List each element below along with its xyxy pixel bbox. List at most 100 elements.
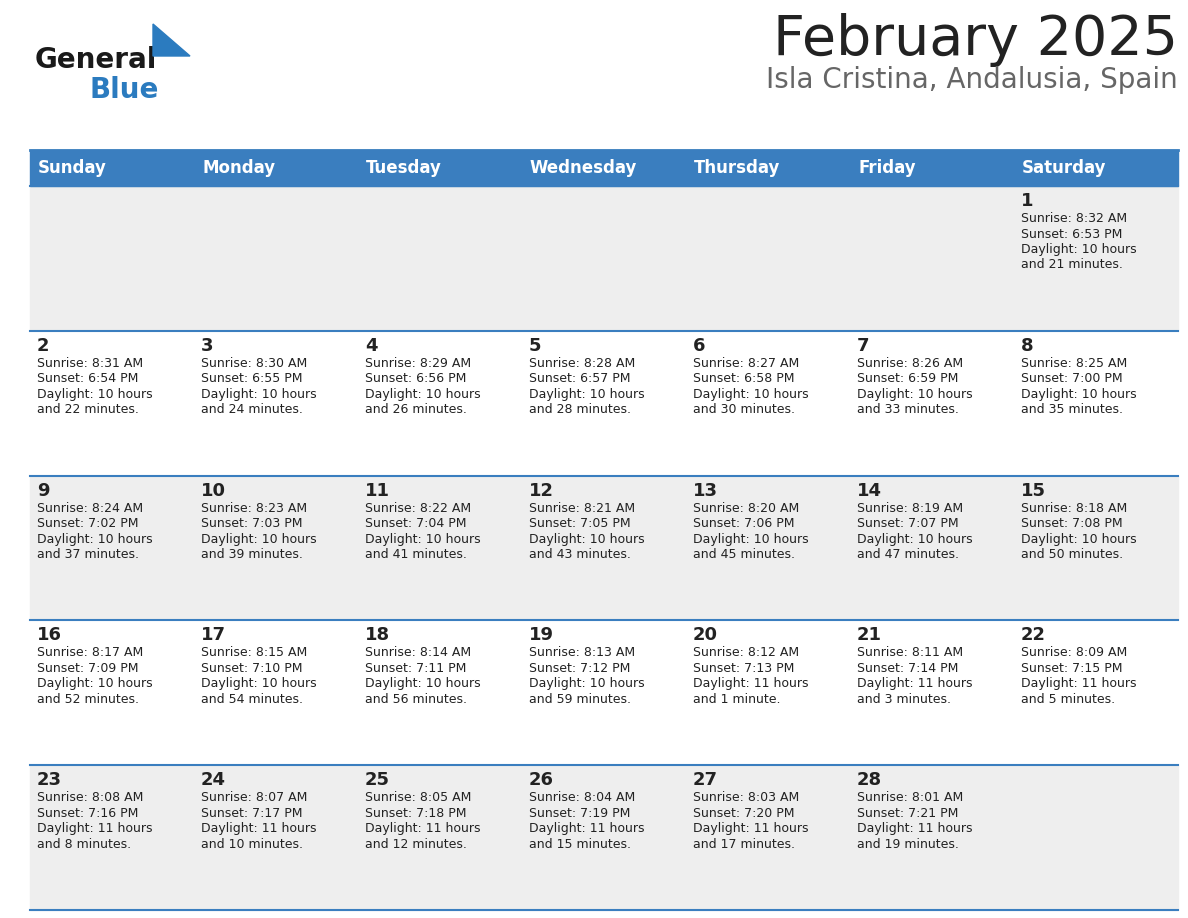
Text: and 26 minutes.: and 26 minutes.: [365, 403, 467, 416]
Text: Daylight: 11 hours: Daylight: 11 hours: [365, 823, 480, 835]
Text: Sunrise: 8:13 AM: Sunrise: 8:13 AM: [529, 646, 636, 659]
Text: Sunset: 7:18 PM: Sunset: 7:18 PM: [365, 807, 467, 820]
Text: February 2025: February 2025: [773, 13, 1178, 67]
Text: and 33 minutes.: and 33 minutes.: [857, 403, 959, 416]
Text: 16: 16: [37, 626, 62, 644]
Text: Sunset: 7:16 PM: Sunset: 7:16 PM: [37, 807, 138, 820]
Text: Daylight: 10 hours: Daylight: 10 hours: [201, 532, 317, 545]
Text: 10: 10: [201, 482, 226, 499]
Text: Sunrise: 8:30 AM: Sunrise: 8:30 AM: [201, 357, 308, 370]
Text: and 52 minutes.: and 52 minutes.: [37, 693, 139, 706]
Bar: [30, 766, 1178, 910]
Text: Sunrise: 8:21 AM: Sunrise: 8:21 AM: [529, 501, 636, 515]
Text: and 19 minutes.: and 19 minutes.: [857, 838, 959, 851]
Bar: [30, 330, 1178, 476]
Text: Daylight: 10 hours: Daylight: 10 hours: [1020, 532, 1137, 545]
Text: 6: 6: [693, 337, 706, 354]
Text: and 28 minutes.: and 28 minutes.: [529, 403, 631, 416]
Text: and 12 minutes.: and 12 minutes.: [365, 838, 467, 851]
Text: Sunrise: 8:19 AM: Sunrise: 8:19 AM: [857, 501, 963, 515]
Text: Sunset: 7:21 PM: Sunset: 7:21 PM: [857, 807, 959, 820]
Text: Sunday: Sunday: [38, 159, 107, 177]
Text: Daylight: 10 hours: Daylight: 10 hours: [37, 532, 152, 545]
Text: and 24 minutes.: and 24 minutes.: [201, 403, 303, 416]
Text: and 41 minutes.: and 41 minutes.: [365, 548, 467, 561]
Text: Daylight: 10 hours: Daylight: 10 hours: [365, 532, 481, 545]
Text: Daylight: 10 hours: Daylight: 10 hours: [693, 387, 809, 401]
Text: 23: 23: [37, 771, 62, 789]
Text: Sunset: 6:58 PM: Sunset: 6:58 PM: [693, 373, 795, 386]
Text: Monday: Monday: [202, 159, 276, 177]
Text: 17: 17: [201, 626, 226, 644]
Text: and 30 minutes.: and 30 minutes.: [693, 403, 795, 416]
Text: Sunrise: 8:31 AM: Sunrise: 8:31 AM: [37, 357, 143, 370]
Text: 8: 8: [1020, 337, 1034, 354]
Text: and 37 minutes.: and 37 minutes.: [37, 548, 139, 561]
Text: 1: 1: [1020, 192, 1034, 210]
Text: 7: 7: [857, 337, 870, 354]
Bar: [30, 476, 1178, 621]
Text: Sunset: 7:14 PM: Sunset: 7:14 PM: [857, 662, 959, 675]
Text: and 10 minutes.: and 10 minutes.: [201, 838, 303, 851]
Text: Sunset: 7:12 PM: Sunset: 7:12 PM: [529, 662, 631, 675]
Text: Daylight: 10 hours: Daylight: 10 hours: [201, 677, 317, 690]
Text: Sunset: 7:06 PM: Sunset: 7:06 PM: [693, 517, 795, 530]
Text: and 56 minutes.: and 56 minutes.: [365, 693, 467, 706]
Text: 11: 11: [365, 482, 390, 499]
Text: and 43 minutes.: and 43 minutes.: [529, 548, 631, 561]
Text: Thursday: Thursday: [694, 159, 781, 177]
Text: Sunrise: 8:04 AM: Sunrise: 8:04 AM: [529, 791, 636, 804]
Text: Sunrise: 8:32 AM: Sunrise: 8:32 AM: [1020, 212, 1127, 225]
Text: and 21 minutes.: and 21 minutes.: [1020, 259, 1123, 272]
Text: Sunset: 7:13 PM: Sunset: 7:13 PM: [693, 662, 795, 675]
Text: 3: 3: [201, 337, 214, 354]
Text: Daylight: 11 hours: Daylight: 11 hours: [693, 823, 809, 835]
Text: 5: 5: [529, 337, 542, 354]
Text: Sunset: 7:15 PM: Sunset: 7:15 PM: [1020, 662, 1123, 675]
Text: Sunrise: 8:17 AM: Sunrise: 8:17 AM: [37, 646, 144, 659]
Text: and 15 minutes.: and 15 minutes.: [529, 838, 631, 851]
Text: and 17 minutes.: and 17 minutes.: [693, 838, 795, 851]
Text: Sunrise: 8:29 AM: Sunrise: 8:29 AM: [365, 357, 472, 370]
Text: Daylight: 11 hours: Daylight: 11 hours: [529, 823, 645, 835]
Text: Sunset: 7:09 PM: Sunset: 7:09 PM: [37, 662, 139, 675]
Text: Sunset: 6:54 PM: Sunset: 6:54 PM: [37, 373, 138, 386]
Text: Sunrise: 8:12 AM: Sunrise: 8:12 AM: [693, 646, 800, 659]
Text: Daylight: 10 hours: Daylight: 10 hours: [529, 532, 645, 545]
Text: and 3 minutes.: and 3 minutes.: [857, 693, 952, 706]
Text: Sunrise: 8:18 AM: Sunrise: 8:18 AM: [1020, 501, 1127, 515]
Text: Sunrise: 8:26 AM: Sunrise: 8:26 AM: [857, 357, 963, 370]
Text: 2: 2: [37, 337, 50, 354]
Text: and 59 minutes.: and 59 minutes.: [529, 693, 631, 706]
Text: 18: 18: [365, 626, 390, 644]
Text: Daylight: 11 hours: Daylight: 11 hours: [37, 823, 152, 835]
Text: Sunrise: 8:27 AM: Sunrise: 8:27 AM: [693, 357, 800, 370]
Text: Sunrise: 8:15 AM: Sunrise: 8:15 AM: [201, 646, 308, 659]
Text: 4: 4: [365, 337, 378, 354]
Text: Sunset: 6:57 PM: Sunset: 6:57 PM: [529, 373, 631, 386]
Text: Daylight: 10 hours: Daylight: 10 hours: [37, 387, 152, 401]
Text: 9: 9: [37, 482, 50, 499]
Text: Sunset: 6:53 PM: Sunset: 6:53 PM: [1020, 228, 1123, 241]
Text: Sunset: 7:00 PM: Sunset: 7:00 PM: [1020, 373, 1123, 386]
Text: Sunset: 7:03 PM: Sunset: 7:03 PM: [201, 517, 303, 530]
Bar: [30, 186, 1178, 330]
Text: Sunrise: 8:08 AM: Sunrise: 8:08 AM: [37, 791, 144, 804]
Text: Sunrise: 8:20 AM: Sunrise: 8:20 AM: [693, 501, 800, 515]
Text: Sunrise: 8:03 AM: Sunrise: 8:03 AM: [693, 791, 800, 804]
Text: Daylight: 10 hours: Daylight: 10 hours: [529, 677, 645, 690]
Text: Sunrise: 8:05 AM: Sunrise: 8:05 AM: [365, 791, 472, 804]
Text: and 1 minute.: and 1 minute.: [693, 693, 781, 706]
Text: Isla Cristina, Andalusia, Spain: Isla Cristina, Andalusia, Spain: [766, 66, 1178, 94]
Text: Sunrise: 8:11 AM: Sunrise: 8:11 AM: [857, 646, 963, 659]
Text: 19: 19: [529, 626, 554, 644]
Text: 28: 28: [857, 771, 883, 789]
Text: 27: 27: [693, 771, 718, 789]
Text: 13: 13: [693, 482, 718, 499]
Text: Sunset: 7:10 PM: Sunset: 7:10 PM: [201, 662, 303, 675]
Text: Daylight: 10 hours: Daylight: 10 hours: [365, 677, 481, 690]
Text: 12: 12: [529, 482, 554, 499]
Text: Tuesday: Tuesday: [366, 159, 442, 177]
Text: Sunset: 7:17 PM: Sunset: 7:17 PM: [201, 807, 303, 820]
Text: Daylight: 10 hours: Daylight: 10 hours: [529, 387, 645, 401]
